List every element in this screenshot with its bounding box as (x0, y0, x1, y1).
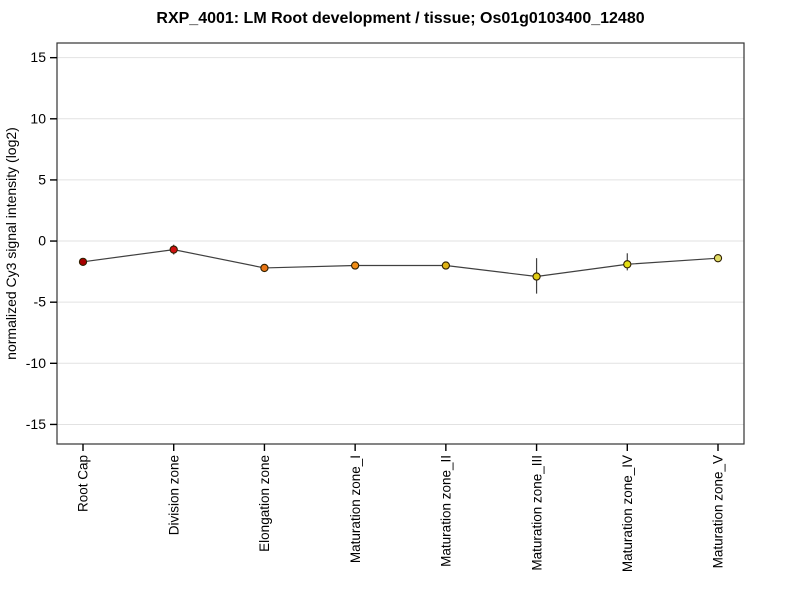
x-tick-label: Maturation zone_II (439, 455, 454, 567)
data-point (169, 245, 178, 254)
y-axis-label: normalized Cy3 signal intensity (log2) (3, 127, 19, 360)
data-point (713, 254, 723, 263)
series-line (82, 249, 719, 278)
data-point (78, 257, 88, 266)
x-tick-label: Maturation zone_V (711, 455, 726, 568)
y-tick-label: -10 (26, 355, 46, 371)
data-point (350, 261, 360, 270)
x-tick-label: Division zone (166, 455, 181, 535)
x-tick-label: Maturation zone_I (348, 455, 363, 563)
data-point (260, 263, 269, 273)
data-series (78, 244, 723, 294)
data-point (532, 272, 541, 281)
data-point (623, 260, 632, 269)
gridlines (57, 57, 744, 425)
y-tick-label: -5 (34, 294, 47, 310)
axis-ticks: 15 10 5 0 -5 -10 -15 Root Cap Division zone Elong… (26, 49, 726, 572)
x-tick-label: Maturation zone_III (529, 455, 544, 571)
plot-border (56, 42, 745, 445)
x-tick-label: Maturation zone_IV (620, 455, 635, 572)
data-point (441, 261, 451, 270)
chart-title: RXP_4001: LM Root development / tissue; … (156, 10, 645, 27)
y-tick-label: 5 (38, 171, 46, 187)
x-tick-label: Elongation zone (257, 455, 272, 552)
y-tick-label: 0 (38, 233, 46, 249)
y-tick-label: -15 (26, 416, 46, 432)
x-tick-label: Root Cap (76, 455, 91, 512)
y-tick-label: 10 (30, 110, 46, 126)
y-tick-label: 15 (30, 49, 46, 65)
